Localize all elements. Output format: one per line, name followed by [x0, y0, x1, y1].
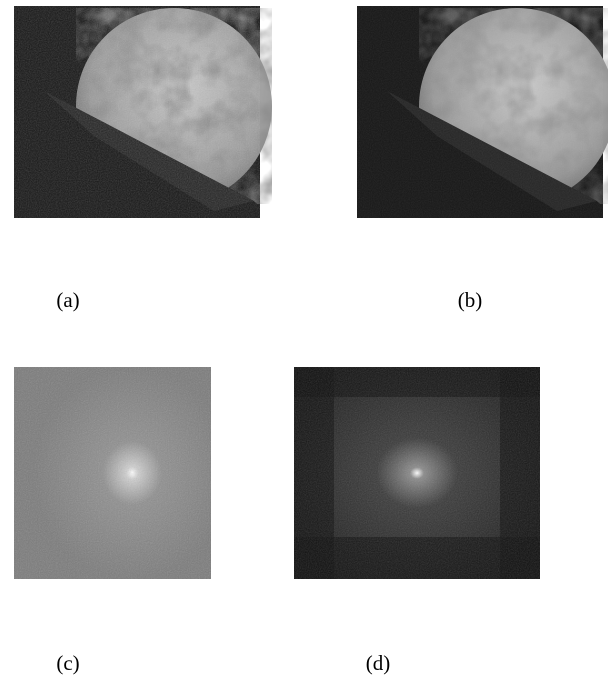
image-d — [294, 367, 540, 579]
figure: (a) (b) (c) (d) — [0, 0, 608, 680]
image-b — [357, 6, 608, 218]
panel-label: (d) — [366, 651, 391, 675]
panel-label: (c) — [56, 651, 79, 675]
image-a — [14, 6, 272, 218]
page: (a) (b) (c) (d) (() => { const data = JS… — [0, 0, 608, 680]
image-c — [14, 367, 211, 579]
panel-label: (a) — [56, 288, 79, 312]
panel-label: (b) — [458, 288, 483, 312]
